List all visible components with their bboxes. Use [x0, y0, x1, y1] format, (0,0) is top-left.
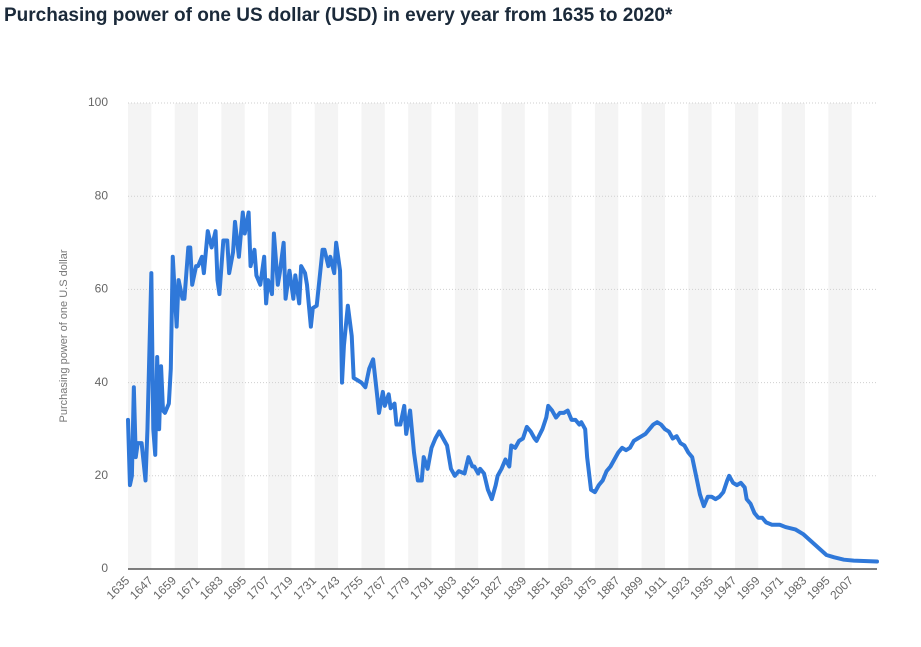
y-tick-label: 100 [88, 95, 108, 109]
x-tick-label: 1671 [174, 573, 203, 602]
x-tick-label: 1755 [337, 573, 366, 602]
y-tick-label: 20 [95, 468, 109, 482]
x-tick-label: 1947 [711, 573, 740, 602]
x-tick-label: 1635 [104, 573, 133, 602]
x-band [548, 103, 572, 569]
x-band [594, 103, 619, 569]
x-tick-label: 1995 [804, 573, 833, 602]
x-tick-label: 2007 [827, 573, 856, 602]
x-tick-label: 1923 [664, 573, 693, 602]
y-tick-label: 0 [101, 561, 108, 575]
x-tick-label: 1863 [547, 573, 576, 602]
x-tick-label: 1707 [244, 573, 273, 602]
x-tick-label: 1803 [430, 573, 459, 602]
y-axis-label: Purchasing power of one U.S dollar [58, 249, 70, 422]
x-tick-label: 1647 [127, 573, 156, 602]
x-tick-label: 1731 [290, 573, 319, 602]
x-band [268, 103, 292, 569]
x-tick-label: 1683 [197, 573, 226, 602]
x-tick-label: 1743 [314, 573, 343, 602]
x-tick-label: 1851 [524, 573, 553, 602]
x-tick-label: 1791 [407, 573, 436, 602]
y-tick-label: 40 [95, 375, 109, 389]
data-line [126, 210, 879, 564]
x-tick-label: 1695 [220, 573, 249, 602]
x-band [688, 103, 712, 569]
x-band [828, 103, 852, 569]
x-tick-label: 1959 [734, 573, 763, 602]
x-band [314, 103, 339, 569]
x-tick-label: 1659 [150, 573, 179, 602]
x-tick-label: 1827 [477, 573, 506, 602]
x-tick-label: 1887 [594, 573, 623, 602]
y-tick-label: 80 [95, 188, 109, 202]
x-tick-label: 1935 [687, 573, 716, 602]
x-band [174, 103, 199, 569]
y-tick-label: 60 [95, 282, 109, 296]
x-band [361, 103, 385, 569]
x-band [781, 103, 806, 569]
x-tick-label: 1899 [617, 573, 646, 602]
x-tick-label: 1815 [454, 573, 483, 602]
x-tick-label: 1875 [570, 573, 599, 602]
x-band [501, 103, 525, 569]
x-tick-label: 1839 [500, 573, 529, 602]
x-band [454, 103, 479, 569]
x-band [221, 103, 245, 569]
x-tick-label: 1779 [384, 573, 413, 602]
x-band [734, 103, 759, 569]
x-tick-label: 1911 [641, 573, 669, 601]
x-tick-label: 1719 [267, 573, 296, 602]
x-tick-label: 1767 [360, 573, 389, 602]
chart-title: Purchasing power of one US dollar (USD) … [4, 5, 673, 26]
x-tick-label: 1971 [757, 573, 786, 602]
x-band [641, 103, 665, 569]
x-band [408, 103, 432, 569]
x-tick-label: 1983 [781, 573, 810, 602]
